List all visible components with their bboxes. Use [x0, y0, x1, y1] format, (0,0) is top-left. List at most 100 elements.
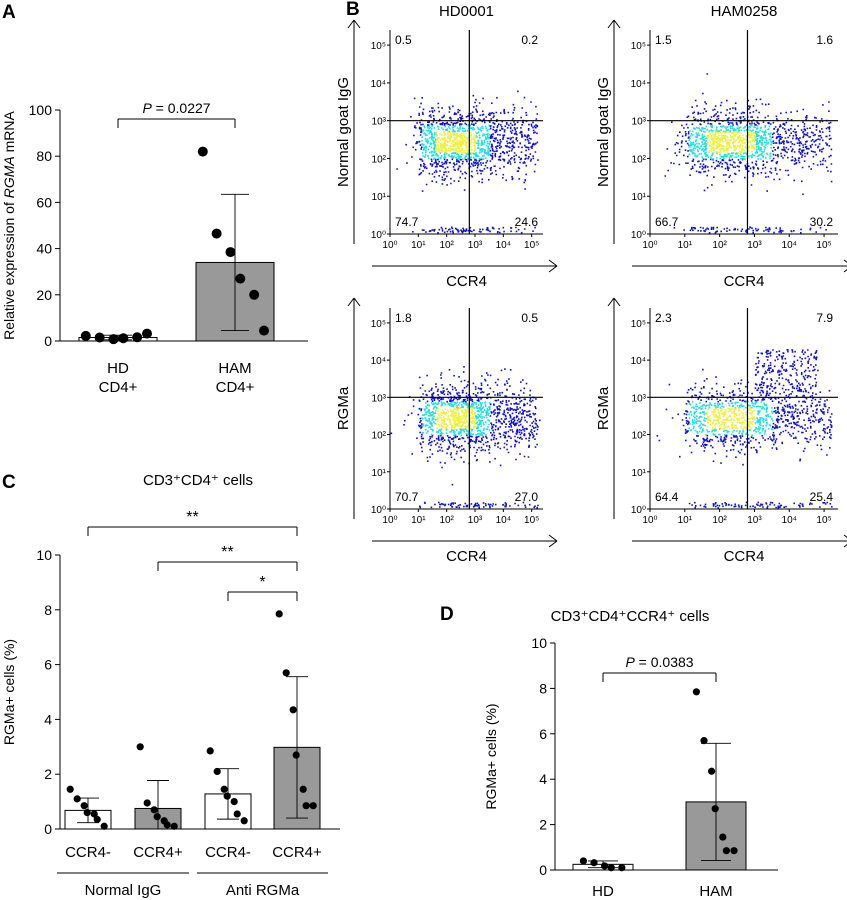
category-label: HAM	[699, 883, 732, 900]
data-point	[118, 333, 129, 344]
x-tick-label: 10³	[747, 240, 762, 251]
group-label: Normal IgG	[85, 882, 162, 899]
panel-d-chart: 0 2 4 6 8 10 RGMa+ cells (%) CD3⁺CD4⁺CCR4⁺ cell…	[483, 608, 778, 900]
data-point	[249, 289, 260, 300]
quadrant-lower-right: 27.0	[515, 490, 539, 504]
y-tick-label: 60	[36, 194, 52, 210]
x-tick-label: 10⁰	[642, 515, 657, 526]
data-point	[73, 795, 81, 803]
x-tick-label: 10⁰	[382, 515, 397, 526]
x-arrow-head	[843, 259, 847, 273]
y-arrow-head	[347, 297, 361, 307]
y-tick-label: 10⁵	[371, 319, 386, 330]
data-point	[719, 833, 727, 841]
data-point	[150, 806, 158, 814]
flow-events-core	[705, 407, 756, 430]
y-axis-label: RGMa+ cells (%)	[483, 703, 499, 809]
data-point	[213, 767, 221, 776]
data-point	[309, 802, 317, 810]
y-tick-label: 10	[531, 635, 547, 651]
flow-events-dense	[421, 401, 491, 437]
data-point	[230, 798, 238, 806]
x-tick-label: 10³	[747, 515, 762, 526]
data-point	[83, 808, 91, 817]
y-tick-label: 10¹	[372, 192, 387, 203]
y-tick-label: 10¹	[632, 468, 647, 479]
data-point	[80, 330, 91, 341]
y-tick-label: 0	[44, 821, 52, 837]
data-point	[90, 810, 98, 818]
y-axis-label-part: mRNA	[1, 110, 17, 156]
y-tick-label: 10³	[372, 117, 387, 128]
y-tick-label: 10⁵	[371, 41, 386, 52]
y-tick-label: 10⁵	[631, 41, 646, 52]
x-arrow-head	[548, 534, 558, 548]
data-point	[722, 847, 731, 855]
y-axis-label: Normal goat IgG	[335, 77, 352, 187]
y-axis-label: RGMa	[335, 386, 352, 430]
panel-b-letter: B	[346, 0, 360, 20]
x-tick-label: 10⁵	[524, 515, 539, 526]
data-point	[220, 785, 228, 793]
x-tick-label: 10³	[468, 240, 483, 251]
panel-c-letter: C	[2, 472, 16, 493]
y-tick-label: 10⁰	[371, 505, 386, 516]
x-tick-label: 10⁵	[816, 240, 831, 251]
chart-title: CD3⁺CD4⁺ cells	[143, 472, 253, 489]
y-arrow-head	[607, 297, 621, 307]
y-tick-label: 8	[44, 602, 52, 618]
panel-a-letter: A	[2, 2, 16, 23]
y-tick-label: 6	[44, 657, 52, 673]
data-point	[206, 747, 214, 755]
y-tick-label: 4	[539, 771, 547, 787]
data-point	[223, 792, 231, 800]
data-point	[299, 785, 307, 793]
quadrant-upper-right: 0.2	[521, 33, 538, 47]
data-point	[711, 805, 719, 813]
data-point	[100, 822, 108, 830]
data-point	[275, 610, 283, 618]
data-point	[618, 864, 626, 872]
x-tick-label: 10¹	[678, 515, 693, 526]
data-point	[590, 859, 598, 867]
y-tick-label: 0	[44, 333, 52, 349]
y-tick-label: 20	[36, 287, 52, 303]
x-tick-label: 10²	[712, 240, 727, 251]
quadrant-upper-left: 1.5	[655, 33, 672, 47]
y-tick-label: 2	[44, 766, 52, 782]
data-point	[259, 325, 269, 336]
data-point	[136, 743, 144, 751]
data-point	[225, 247, 236, 258]
x-tick-label: 10⁵	[816, 515, 831, 526]
p-value-part: = 0.0383	[635, 654, 694, 670]
x-tick-label: 10²	[439, 240, 454, 251]
y-tick-label: 10¹	[372, 468, 387, 479]
quadrant-upper-right: 7.9	[816, 311, 833, 325]
category-label: CD4+	[216, 379, 255, 396]
data-point	[94, 332, 105, 343]
quadrant-upper-right: 1.6	[816, 33, 833, 47]
y-axis-label: RGMa	[595, 386, 612, 430]
quadrant-lower-left: 74.7	[395, 215, 419, 229]
quadrant-lower-left: 66.7	[655, 215, 679, 229]
flow-events-core	[435, 131, 477, 154]
x-axis-label: CCR4	[446, 548, 487, 565]
quadrant-upper-left: 0.5	[395, 33, 412, 47]
x-axis-label: CCR4	[724, 548, 765, 565]
y-axis-label: Relative expression of RGMA mRNA	[1, 110, 17, 339]
panel-d-letter: D	[440, 604, 454, 625]
significance-stars: **	[221, 544, 233, 561]
x-tick-label: 10³	[468, 515, 483, 526]
x-tick-label: 10⁴	[782, 515, 797, 526]
category-label: CCR4+	[272, 844, 322, 861]
data-point	[143, 799, 151, 807]
y-tick-label: 10⁰	[631, 505, 646, 516]
y-axis-label-part: Relative expression of	[1, 198, 17, 340]
quadrant-upper-left: 1.8	[395, 311, 412, 325]
x-arrow-head	[843, 534, 847, 548]
data-point	[289, 706, 297, 714]
y-tick-label: 10²	[632, 154, 647, 165]
x-arrow-head	[548, 259, 558, 273]
